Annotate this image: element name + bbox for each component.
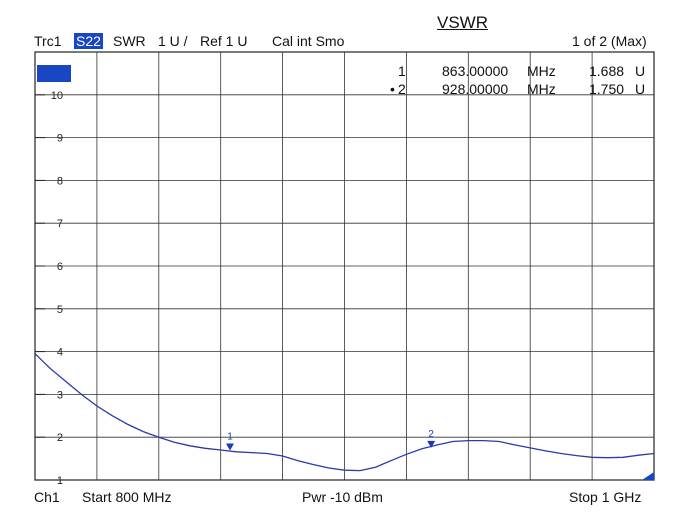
format-label[interactable]: SWR bbox=[113, 33, 146, 49]
chart-grid bbox=[35, 52, 654, 480]
y-tick-label: 6 bbox=[57, 261, 63, 273]
page-title: VSWR bbox=[437, 13, 488, 32]
trace-parameter-badge[interactable]: S22 bbox=[74, 33, 103, 49]
marker-2-label: 2 bbox=[428, 429, 434, 440]
trace-line-group bbox=[34, 353, 655, 472]
marker-row-value-unit: U bbox=[635, 81, 646, 97]
y-tick-labels: 1 2 3 4 5 6 7 8 9 10 bbox=[35, 90, 63, 487]
y-tick-label: 1 bbox=[57, 475, 63, 487]
scroll-corner-icon[interactable] bbox=[642, 472, 654, 480]
active-marker-dot: • bbox=[390, 81, 395, 97]
calibration-label: Cal int Smo bbox=[272, 33, 345, 49]
trace-marker-badge[interactable] bbox=[37, 65, 71, 82]
y-tick-label: 7 bbox=[57, 218, 63, 230]
stop-frequency[interactable]: Stop 1 GHz bbox=[569, 489, 642, 505]
marker-row-frequency: 863.00000 bbox=[442, 63, 509, 79]
y-tick-label: 3 bbox=[57, 389, 63, 401]
reference-label[interactable]: Ref 1 U bbox=[200, 33, 248, 49]
marker-row-frequency-unit: MHz bbox=[527, 81, 556, 97]
trace-marker-badge-label: S22 bbox=[43, 67, 65, 81]
trace-label[interactable]: Trc1 bbox=[34, 33, 62, 49]
marker-row-value: 1.688 bbox=[589, 63, 625, 79]
marker-row-frequency-unit: MHz bbox=[527, 63, 556, 79]
y-tick-label: 5 bbox=[57, 304, 63, 316]
y-tick-label: 10 bbox=[51, 90, 63, 102]
scale-label[interactable]: 1 U / bbox=[158, 33, 188, 49]
marker-row-value-unit: U bbox=[635, 63, 646, 79]
marker-1-triangle bbox=[225, 443, 234, 451]
channel-label[interactable]: Ch1 bbox=[34, 489, 60, 505]
marker-2-triangle bbox=[427, 440, 436, 448]
page-indicator[interactable]: 1 of 2 (Max) bbox=[572, 33, 647, 49]
marker-row-value: 1.750 bbox=[589, 81, 625, 97]
power-level[interactable]: Pwr -10 dBm bbox=[302, 489, 383, 505]
y-tick-label: 4 bbox=[57, 347, 63, 359]
marker-row-frequency: 928.00000 bbox=[442, 81, 509, 97]
start-frequency[interactable]: Start 800 MHz bbox=[82, 489, 172, 505]
marker-row-id: 1 bbox=[398, 63, 406, 79]
y-tick-label: 8 bbox=[57, 175, 63, 187]
marker-row-id: 2 bbox=[398, 81, 406, 97]
y-tick-label: 9 bbox=[57, 133, 63, 145]
trace-line bbox=[34, 353, 655, 472]
y-tick-label: 2 bbox=[57, 432, 63, 444]
marker-1-label: 1 bbox=[227, 432, 233, 443]
